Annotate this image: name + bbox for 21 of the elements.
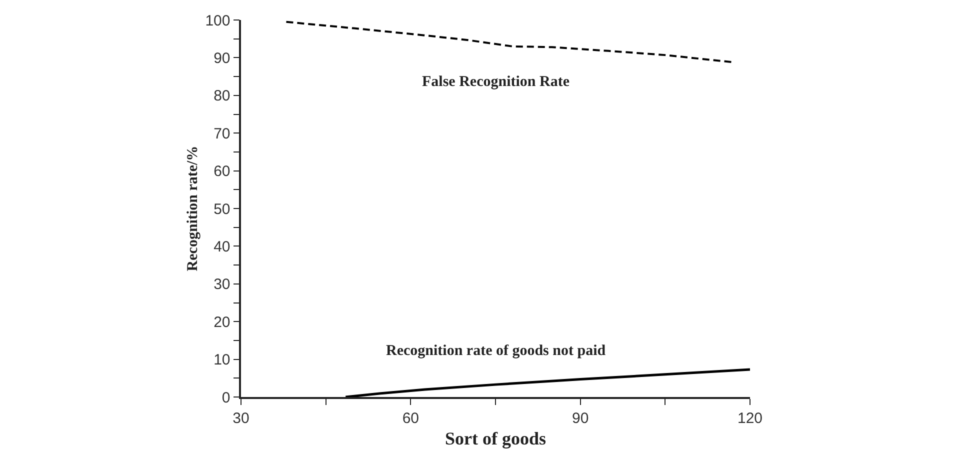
y-tick-label: 30 bbox=[214, 276, 230, 294]
x-tick-label: 30 bbox=[232, 410, 250, 427]
y-tick-label: 0 bbox=[222, 389, 230, 406]
line-series bbox=[285, 20, 734, 64]
y-axis-title: Recognition rate/% bbox=[184, 146, 201, 272]
x-axis-title: Sort of goods bbox=[444, 428, 546, 448]
y-tick-label: 20 bbox=[214, 314, 230, 331]
y-tick-label: 80 bbox=[214, 88, 230, 105]
x-tick-label: 90 bbox=[572, 410, 589, 427]
y-tick-label: 40 bbox=[214, 238, 230, 256]
y-tick-label: 90 bbox=[214, 50, 230, 67]
y-tick-label: 60 bbox=[214, 163, 230, 180]
y-tick-label: 70 bbox=[214, 125, 230, 142]
y-tick-label: 50 bbox=[214, 200, 230, 218]
series-label: False Recognition Rate bbox=[422, 74, 570, 90]
line-series bbox=[344, 368, 750, 397]
x-tick-label: 60 bbox=[402, 410, 420, 427]
series-label: Recognition rate of goods not paid bbox=[386, 343, 606, 359]
y-tick-label: 10 bbox=[214, 352, 230, 369]
y-tick-label: 100 bbox=[205, 12, 230, 30]
x-tick-label: 120 bbox=[737, 410, 763, 427]
